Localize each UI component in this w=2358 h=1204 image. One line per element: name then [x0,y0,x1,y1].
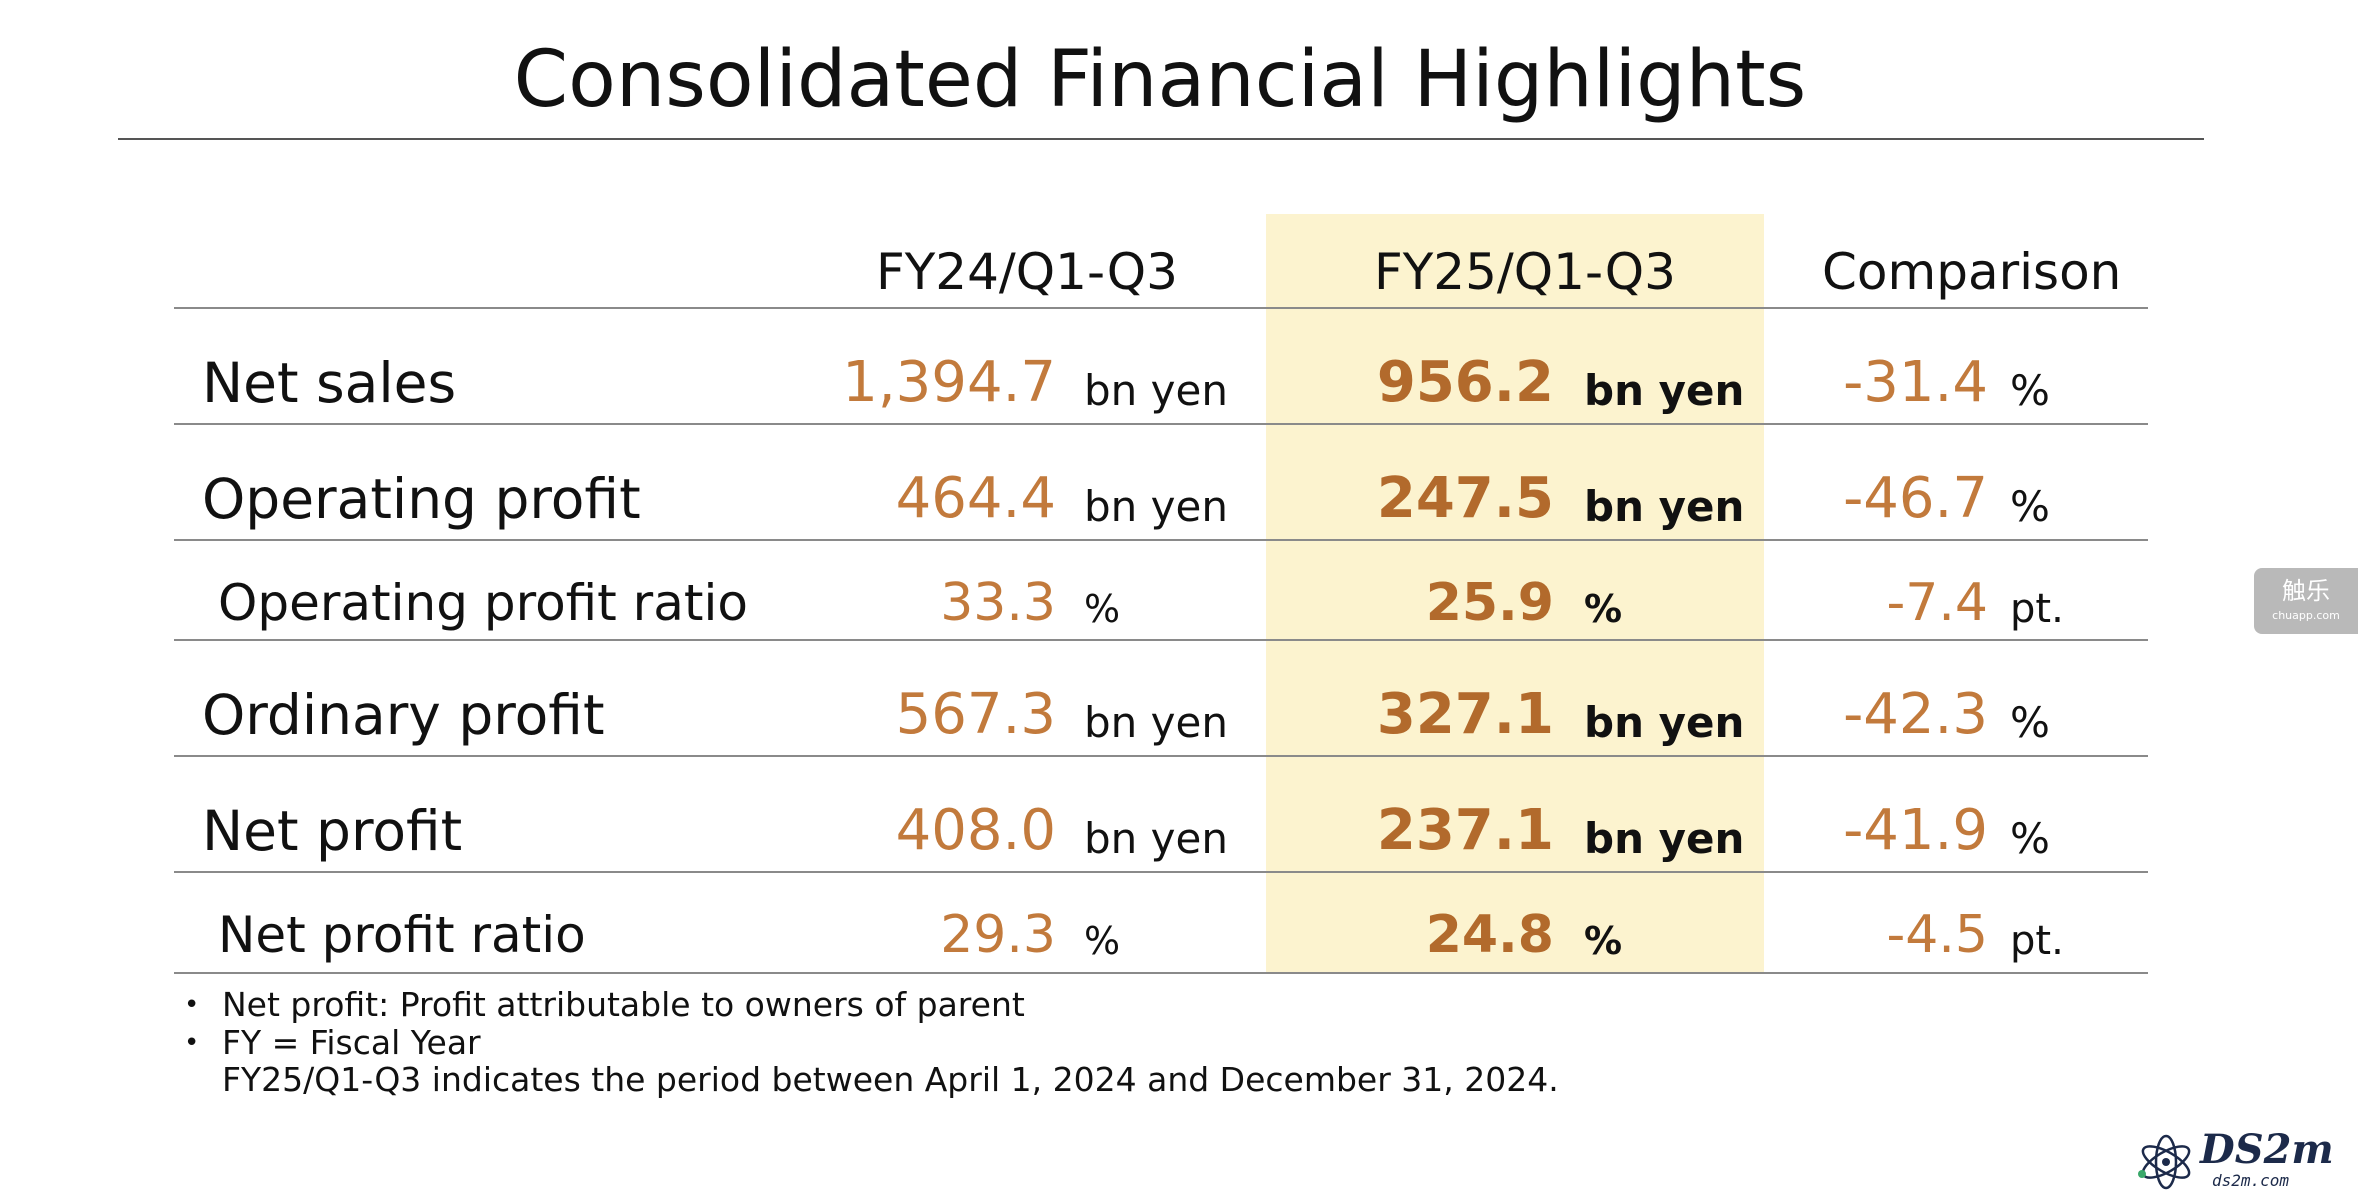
comparison-unit: pt. [2010,586,2064,632]
footnote-continuation: FY25/Q1-Q3 indicates the period between … [222,1060,1559,1099]
row-divider [174,871,2148,873]
fy24-unit: bn yen [1084,482,1228,531]
atom-logo-icon [2138,1134,2191,1190]
comparison-value: -46.7 [1843,466,1988,531]
footnote-text: FY = Fiscal Year [222,1023,481,1062]
column-header-fy24: FY24/Q1-Q3 [876,243,1178,301]
fy25-value: 956.2 [1376,350,1554,415]
logo-subtext: ds2m.com [2212,1171,2290,1190]
comparison-unit: % [2010,814,2050,863]
comparison-unit: pt. [2010,918,2064,964]
comparison-unit: % [2010,698,2050,747]
header-divider [174,307,2148,309]
row-label: Net profit [202,799,463,863]
page-title: Consolidated Financial Highlights [513,35,1807,125]
row-label: Ordinary profit [202,683,605,747]
column-header-fy25: FY25/Q1-Q3 [1374,243,1676,301]
fy24-unit: % [1084,919,1121,963]
fy24-value: 29.3 [940,905,1056,965]
fy25-value: 327.1 [1376,682,1554,747]
row-divider [174,539,2148,541]
watermark-subtext: chuapp.com [2272,609,2340,622]
comparison-value: -4.5 [1886,905,1988,965]
comparison-value: -41.9 [1843,798,1988,863]
comparison-value: -31.4 [1843,350,1988,415]
footnote-text: Net profit: Profit attributable to owner… [222,985,1025,1024]
bullet-icon: • [184,1028,200,1058]
fy24-value: 408.0 [895,798,1056,863]
fy24-unit: bn yen [1084,814,1228,863]
row-label: Operating profit [202,467,641,531]
fy24-value: 33.3 [940,573,1056,633]
fy24-unit: bn yen [1084,698,1228,747]
fy24-unit: % [1084,587,1121,631]
fy24-unit: bn yen [1084,366,1228,415]
row-divider [174,755,2148,757]
row-divider [174,423,2148,425]
bullet-icon: • [184,990,200,1020]
fy25-unit: bn yen [1584,482,1745,531]
comparison-value: -42.3 [1843,682,1988,747]
fy25-value: 24.8 [1425,905,1554,965]
row-label: Net profit ratio [218,906,586,964]
column-header-comparison: Comparison [1822,243,2122,301]
comparison-unit: % [2010,482,2050,531]
logo-text: DS2m [2200,1126,2334,1173]
fy25-unit: % [1584,587,1623,631]
current-period-highlight [1266,214,1764,974]
table-bottom-divider [174,972,2148,974]
fy25-unit: bn yen [1584,366,1745,415]
fy25-value: 25.9 [1425,573,1554,633]
row-label: Net sales [202,351,457,415]
fy24-value: 464.4 [895,466,1056,531]
row-label: Operating profit ratio [218,574,748,632]
row-divider [174,639,2148,641]
fy25-value: 237.1 [1376,798,1554,863]
fy25-unit: % [1584,919,1623,963]
watermark-badge: 触乐 chuapp.com [2254,568,2358,634]
fy24-value: 1,394.7 [842,350,1056,415]
fy25-value: 247.5 [1376,466,1554,531]
fy24-value: 567.3 [895,682,1056,747]
title-divider [118,138,2204,140]
footnote: • Net profit: Profit attributable to owne… [184,986,1025,1024]
watermark-text: 触乐 [2282,577,2330,605]
comparison-value: -7.4 [1886,573,1988,633]
fy25-unit: bn yen [1584,698,1745,747]
footnote: • FY = Fiscal Year [184,1024,481,1062]
comparison-unit: % [2010,366,2050,415]
fy25-unit: bn yen [1584,814,1745,863]
ds2m-logo: DS2m ds2m.com [2134,1128,2344,1198]
